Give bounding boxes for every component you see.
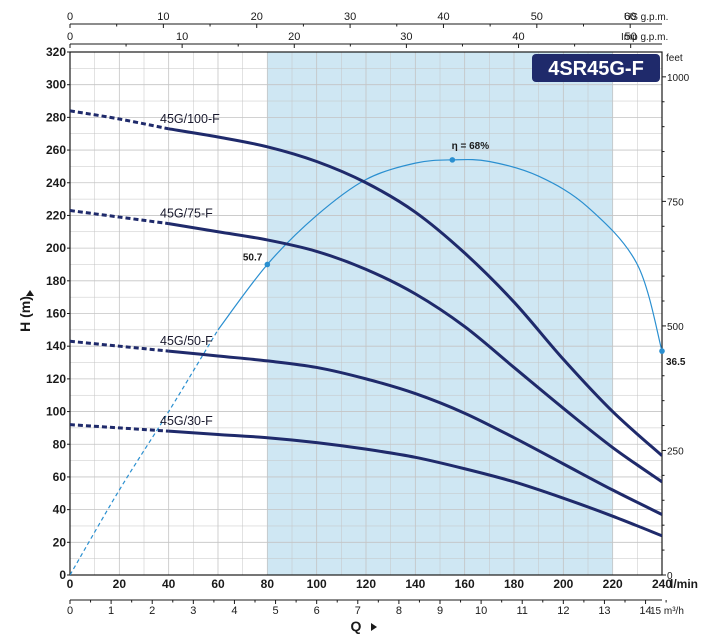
series-curve-dashed [70,423,169,433]
series-curve-dashed [70,109,169,131]
m3h-tick-label: 12 [557,605,569,617]
series-curve [168,127,662,457]
us-gpm-tick-label: 10 [157,11,169,23]
efficiency-label: η = 68% [452,141,490,152]
feet-tick-label: 750 [667,197,684,208]
x-tick-label: 160 [455,577,475,591]
y-tick-label: 0 [59,568,66,582]
x-tick-label: 80 [261,577,275,591]
feet-tick-label: 250 [667,446,684,457]
series-label: 45G/50-F [160,334,213,348]
chart-title: 4SR45G-F [548,58,644,80]
x-tick-label: 220 [603,577,623,591]
m3h-tick-label: 3 [190,605,196,617]
imp-gpm-tick-label: 40 [512,31,524,43]
series-curve [168,222,662,484]
y-tick-label: 240 [46,176,66,190]
us-gpm-tick-label: 50 [531,11,543,23]
feet-unit-label: feet [666,53,683,64]
imp-gpm-tick-label: 50 [625,31,637,43]
series-curve [168,429,662,538]
x-tick-label: 120 [356,577,376,591]
m3h-tick-label: 0 [67,605,73,617]
chart-title-box: 4SR45G-F [532,54,660,82]
series-curve-dashed [70,209,169,226]
m3h-tick-label: 11 [517,605,528,617]
efficiency-marker [449,157,456,163]
imp-gpm-tick-label: 0 [67,31,73,43]
us-gpm-tick-label: 0 [67,11,73,23]
x-axis-arrow-icon [371,623,377,631]
imp-gpm-unit-label: Imp g.p.m. [621,32,668,43]
series-label: 45G/75-F [160,207,213,221]
y-tick-label: 300 [46,78,66,92]
series-curve [168,349,662,516]
y-tick-label: 260 [46,143,66,157]
m3h-tick-label: 7 [355,605,361,617]
y-axis-title: H (m) [17,296,33,332]
m3h-unit-label: 15 m³/h [650,606,684,617]
efficiency-curve-dashed [70,329,219,575]
y-tick-label: 120 [46,372,66,386]
us-gpm-tick-label: 60 [624,11,636,23]
us-gpm-tick-label: 40 [437,11,449,23]
x-tick-label: 40 [162,577,176,591]
us-gpm-tick-label: 20 [251,11,263,23]
y-tick-label: 320 [46,45,66,59]
y-tick-label: 100 [46,405,66,419]
m3h-tick-label: 13 [598,605,610,617]
m3h-tick-label: 9 [437,605,443,617]
m3h-tick-label: 4 [231,605,237,617]
m3h-tick-label: 8 [396,605,402,617]
efficiency-marker [659,348,665,354]
m3h-tick-label: 10 [475,605,487,617]
m3h-tick-label: 5 [272,605,278,617]
y-axis-arrow-icon [26,290,34,296]
x-axis-title: Q [351,618,362,634]
efficiency-marker [264,261,271,268]
feet-tick-label: 1000 [667,73,690,84]
imp-gpm-tick-label: 20 [288,31,300,43]
m3h-tick-label: 2 [149,605,155,617]
series-curve-dashed [70,339,169,353]
efficiency-label: 36.5 [666,357,686,368]
imp-gpm-tick-label: 30 [400,31,412,43]
y-tick-label: 40 [53,503,67,517]
feet-tick-label: 0 [667,571,673,582]
series-label: 45G/100-F [160,112,220,126]
m3h-tick-label: 1 [108,605,114,617]
feet-tick-label: 500 [667,322,684,333]
x-tick-label: 60 [211,577,225,591]
y-tick-label: 280 [46,110,66,124]
m3h-tick-label: 6 [314,605,320,617]
x-tick-label: 240 [652,577,672,591]
y-tick-label: 80 [53,437,67,451]
y-tick-label: 220 [46,208,66,222]
y-tick-label: 160 [46,307,66,321]
x-tick-label: 100 [307,577,327,591]
us-gpm-unit-label: US g.p.m. [624,12,668,23]
x-tick-label: 180 [504,577,524,591]
y-tick-label: 200 [46,241,66,255]
y-tick-label: 180 [46,274,66,288]
imp-gpm-tick-label: 10 [176,31,188,43]
y-tick-label: 20 [53,535,67,549]
y-tick-label: 60 [53,470,67,484]
series-label: 45G/30-F [160,414,213,428]
x-unit-label: l/min [670,577,698,591]
x-tick-label: 20 [113,577,127,591]
us-gpm-tick-label: 30 [344,11,356,23]
x-tick-label: 140 [405,577,425,591]
m3h-tick-label: 14 [639,605,651,617]
y-tick-label: 140 [46,339,66,353]
x-tick-label: 0 [67,577,74,591]
efficiency-label: 50.7 [243,252,263,263]
x-tick-label: 200 [553,577,573,591]
